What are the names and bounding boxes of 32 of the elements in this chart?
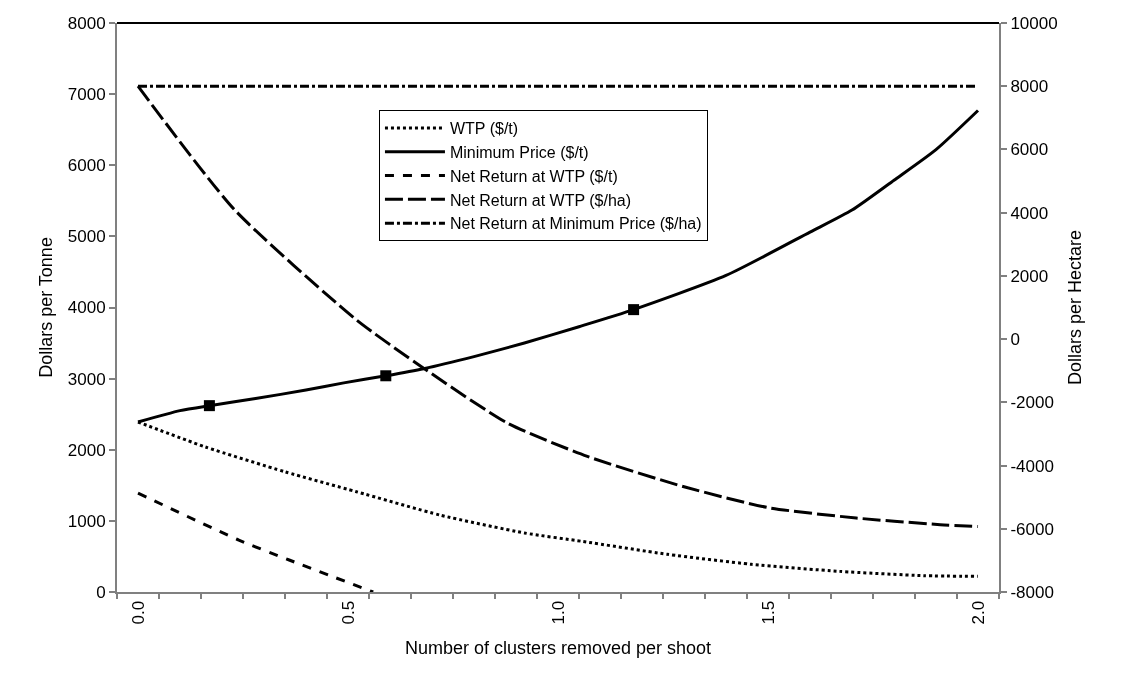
y2-tick-label: -6000 <box>1010 519 1054 539</box>
y2-tick-label: -2000 <box>1010 393 1054 413</box>
legend-label: WTP ($/t) <box>449 120 519 138</box>
y2-tick-label: 8000 <box>1010 77 1049 97</box>
x-tick-label: 1.5 <box>758 600 778 625</box>
y2-tick-label: 10000 <box>1010 13 1058 33</box>
y2-tick-label: 0 <box>1010 330 1020 350</box>
x-tick-label: 0.5 <box>338 600 358 625</box>
y-tick-label: 4000 <box>67 298 106 318</box>
y-tick-label: 2000 <box>67 440 106 460</box>
y-tick-label: 6000 <box>67 156 106 176</box>
y2-tick-label: -8000 <box>1010 582 1054 602</box>
x-axis-title: Number of clusters removed per shoot <box>404 638 712 659</box>
y-tick-label: 1000 <box>67 511 106 531</box>
y-tick-label: 5000 <box>67 227 106 247</box>
x-tick-label: 0.0 <box>128 600 148 625</box>
y-tick-label: 8000 <box>67 13 106 33</box>
y-axis-title: Dollars per Tonne <box>36 237 57 378</box>
x-tick-label: 2.0 <box>968 600 988 625</box>
y-tick-label: 3000 <box>67 369 106 389</box>
y2-tick-label: 6000 <box>1010 140 1049 160</box>
legend-label: Net Return at WTP ($/t) <box>449 167 618 185</box>
y-tick-label: 0 <box>96 582 106 602</box>
y-tick-label: 7000 <box>67 85 106 105</box>
y2-axis-title: Dollars per Hectare <box>1065 229 1086 386</box>
y2-tick-label: 2000 <box>1010 266 1049 286</box>
y2-tick-label: 4000 <box>1010 203 1049 223</box>
y2-tick-label: -4000 <box>1010 456 1054 476</box>
legend-label: Minimum Price ($/t) <box>449 144 589 161</box>
x-tick-label: 1.0 <box>548 600 568 625</box>
legend-label: Net Return at WTP ($/ha) <box>449 191 632 209</box>
legend-label: Net Return at Minimum Price ($/ha) <box>449 215 702 233</box>
